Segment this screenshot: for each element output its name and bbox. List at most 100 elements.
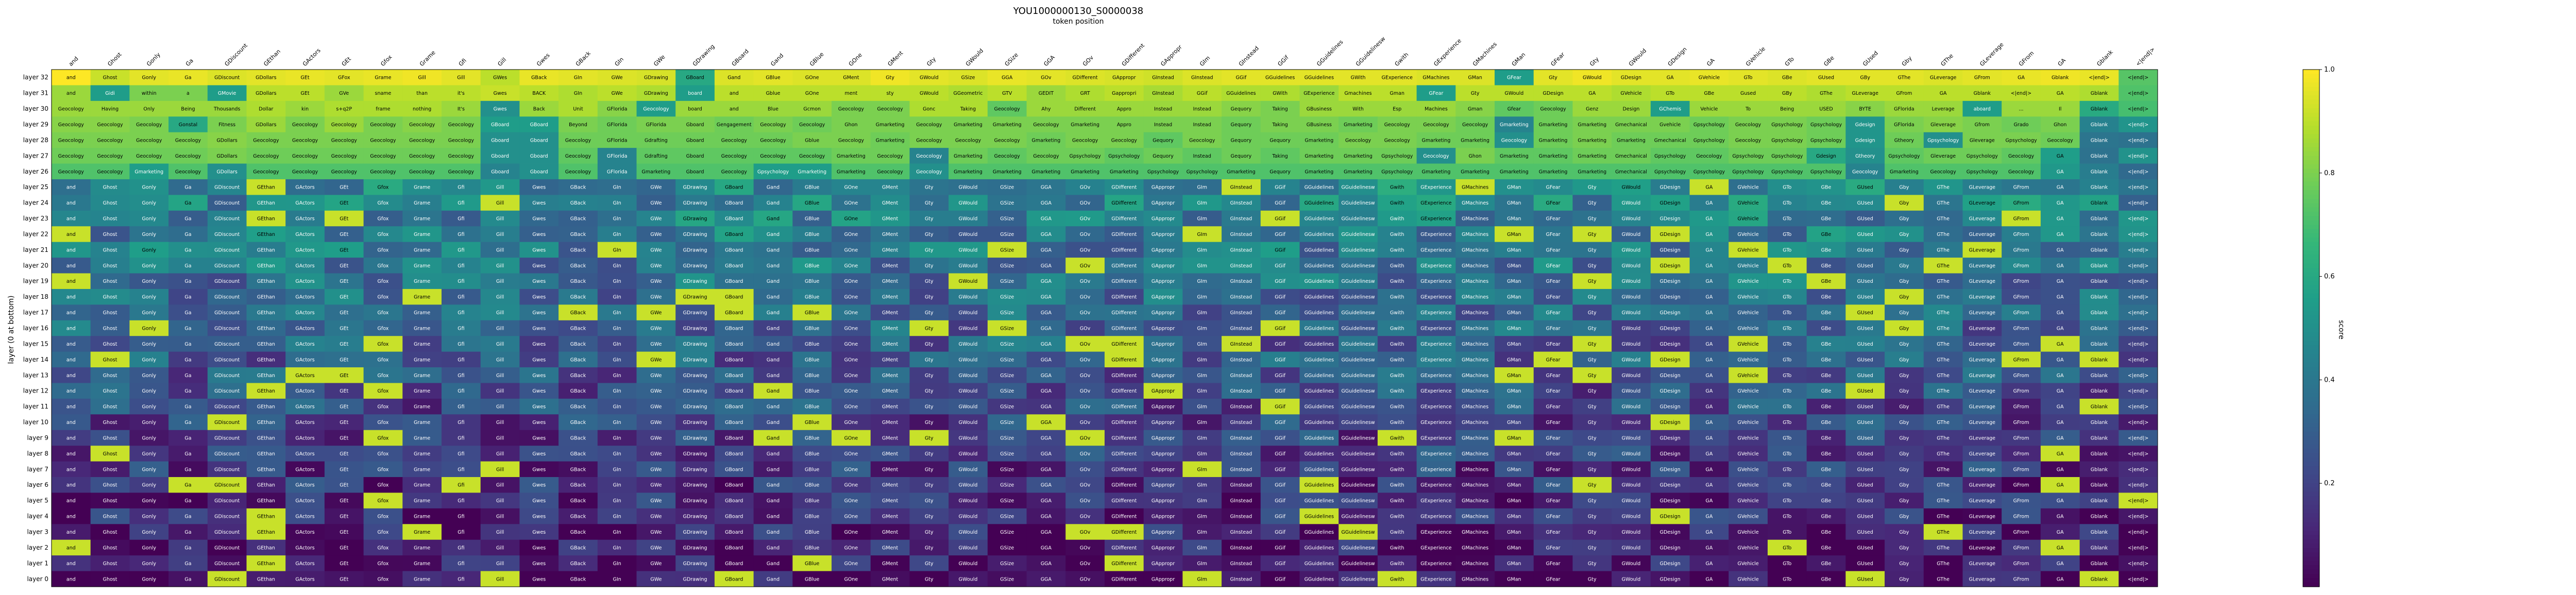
cell-label: GWould xyxy=(1622,545,1641,551)
cell-label: Gfi xyxy=(457,295,464,300)
cell-label: Gequory xyxy=(1231,122,1252,128)
cell-label: GWould xyxy=(1622,498,1641,504)
heatmap-cell xyxy=(1845,100,1885,117)
cell-label: GWould xyxy=(1622,561,1641,567)
cell-label: Ghost xyxy=(103,561,117,567)
heatmap-cell xyxy=(402,70,442,86)
cell-label: Gmarketing xyxy=(1617,138,1646,143)
cell-label: Gfrom xyxy=(1975,122,1990,128)
cell-label: GSize xyxy=(1000,576,1014,582)
cell-label: GVehicle xyxy=(1737,420,1758,426)
heatmap-cell xyxy=(168,273,208,290)
cell-label: Grame xyxy=(414,232,430,237)
cell-label: Gand xyxy=(767,295,779,300)
colorbar-segment xyxy=(2303,371,2319,376)
cell-label: GMachines xyxy=(1462,467,1488,472)
heatmap-cell xyxy=(1105,70,1144,86)
cell-label: GMachines xyxy=(1462,247,1488,253)
cell-label: Geocology xyxy=(1696,154,1722,159)
heatmap-cell xyxy=(1105,273,1144,290)
cell-label: GDrawing xyxy=(683,514,707,520)
cell-label: GMent xyxy=(882,451,898,457)
cell-label: Gty xyxy=(925,279,934,284)
heatmap-cell xyxy=(636,226,676,243)
cell-label: GThe xyxy=(1937,420,1950,426)
cell-label: GAppropr xyxy=(1151,451,1175,457)
cell-label: GExperience xyxy=(1420,483,1451,488)
heatmap-cell xyxy=(168,70,208,86)
cell-label: GDiscount xyxy=(214,357,240,363)
cell-label: GLeverage xyxy=(1930,75,1957,81)
cell-label: Gwes xyxy=(532,451,546,457)
cell-label: GWould xyxy=(1622,263,1641,269)
heatmap-cell xyxy=(90,70,130,86)
cell-label: GLeverage xyxy=(1969,451,1996,457)
cell-label: Gty xyxy=(925,247,934,253)
cell-label: GBack xyxy=(531,75,547,81)
heatmap-cell xyxy=(870,85,910,101)
cell-label: Gty xyxy=(1588,357,1597,363)
cell-label: GMan xyxy=(1507,420,1521,426)
heatmap-cell xyxy=(52,242,91,258)
cell-label: GGuidelinesw xyxy=(1342,483,1375,488)
cell-label: GDifferent xyxy=(1111,483,1137,488)
cell-label: GMent xyxy=(882,530,898,535)
cell-label: GMan xyxy=(1507,185,1521,191)
cell-label: GMent xyxy=(882,357,898,363)
cell-label: GMent xyxy=(882,216,898,222)
cell-label: Gblank xyxy=(2091,279,2108,284)
cell-label: GGuidelinesw xyxy=(1342,561,1375,567)
cell-label: GDrawing xyxy=(683,295,707,300)
cell-label: GBack xyxy=(570,357,586,363)
cell-label: GGif xyxy=(1275,357,1285,363)
cell-label: GGA xyxy=(1041,279,1052,284)
cell-label: GBy xyxy=(1860,75,1870,81)
cell-label: Gty xyxy=(925,185,934,191)
heatmap-cell xyxy=(363,226,403,243)
heatmap-cell xyxy=(948,273,988,290)
cell-label: GDifferent xyxy=(1111,279,1137,284)
cell-label: GWith xyxy=(1351,75,1366,81)
heatmap-cell xyxy=(246,100,286,117)
cell-label: Grame xyxy=(414,530,430,535)
cell-label: <|end|> xyxy=(2128,373,2148,379)
cell-label: Gfi xyxy=(457,310,464,316)
cell-label: GGuidelinesw xyxy=(1342,357,1375,363)
heatmap-cell xyxy=(597,100,637,117)
cell-label: <|end|> xyxy=(2128,483,2148,488)
cell-label: GEthan xyxy=(257,279,275,284)
cell-label: Gpsychology xyxy=(1771,122,1803,128)
heatmap-cell xyxy=(2079,179,2119,195)
heatmap-cell xyxy=(1845,179,1885,195)
cell-label: Geocology xyxy=(565,169,591,175)
colorbar: 0.20.40.60.81.0 xyxy=(2302,66,2335,587)
heatmap-cell xyxy=(1572,132,1612,148)
cell-label: GDrawing xyxy=(683,310,707,316)
heatmap-cell xyxy=(1767,258,1807,274)
cell-label: GDiscount xyxy=(214,561,240,567)
cell-label: GMent xyxy=(882,561,898,567)
cell-label: GOne xyxy=(844,295,858,300)
cell-label: GThe xyxy=(1937,279,1950,284)
cell-label: Gwith xyxy=(1390,467,1404,472)
cell-label: GWe xyxy=(650,373,662,379)
cell-label: GLeverage xyxy=(1969,404,1996,410)
cell-label: Ghost xyxy=(103,420,117,426)
cell-label: Gonly xyxy=(142,279,157,284)
cell-label: Gmarketing xyxy=(993,169,1022,175)
cell-label: Gblank xyxy=(2091,310,2108,316)
heatmap-cell xyxy=(402,210,442,227)
heatmap-cell xyxy=(714,100,754,117)
heatmap-cell xyxy=(1455,242,1495,258)
cell-label: Gonly xyxy=(142,342,157,347)
cell-label: GFlorida xyxy=(607,107,628,112)
heatmap-cell xyxy=(1612,116,1651,133)
cell-label: GVehicle xyxy=(1737,326,1758,332)
cell-label: Gmarketing xyxy=(1422,169,1451,175)
heatmap-cell xyxy=(1689,195,1729,211)
heatmap-cell xyxy=(1533,70,1573,86)
heatmap-cell xyxy=(129,163,169,180)
cell-label: GMachines xyxy=(1462,232,1488,237)
cell-label: GDesign xyxy=(1660,357,1681,363)
cell-label: GDifferent xyxy=(1111,263,1137,269)
